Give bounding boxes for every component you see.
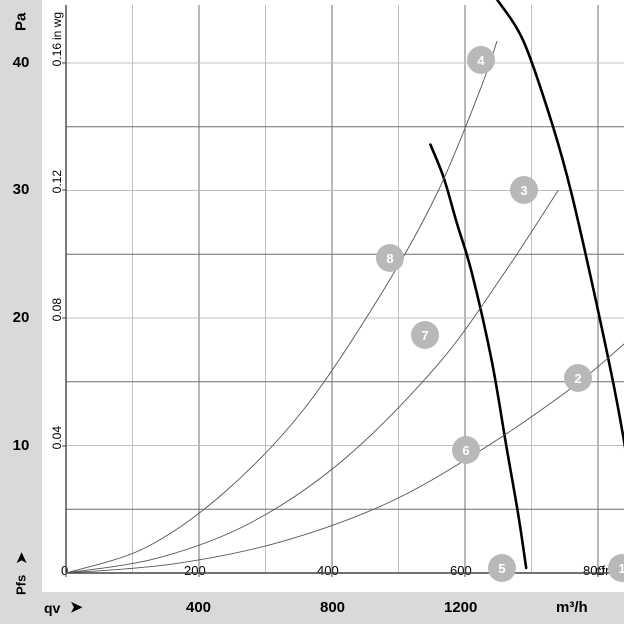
svg-text:7: 7 (421, 328, 428, 343)
m3h-unit-label: m³/h (556, 599, 588, 616)
cfm-tick-200: 200 (184, 563, 206, 578)
grid-layer (62, 5, 624, 577)
m3h-tick-800: 800 (320, 599, 346, 616)
svg-text:5: 5 (498, 561, 505, 576)
curve-system-curve-upper (65, 40, 498, 574)
marker-layer: 1 2 3 4 5 6 7 8 (376, 46, 624, 582)
pa-tick-10: 10 (12, 437, 30, 454)
svg-text:6: 6 (462, 443, 469, 458)
m3h-tick-1200: 1200 (444, 599, 478, 616)
pa-tick-20: 20 (12, 309, 30, 326)
marker-4[interactable]: 4 (467, 46, 495, 74)
cfm-tick-800: 800 (583, 563, 605, 578)
svg-text:4: 4 (477, 53, 485, 68)
bottom-axis-band (0, 592, 624, 624)
pa-tick-30: 30 (12, 181, 30, 198)
curve-fan-curve-speed-low (429, 143, 528, 570)
marker-8[interactable]: 8 (376, 244, 404, 272)
curve-layer (65, 0, 624, 574)
svg-text:1: 1 (618, 561, 624, 576)
cfm-tick-0: 0 (61, 563, 69, 578)
svg-text:2: 2 (574, 371, 581, 386)
svg-text:8: 8 (386, 251, 393, 266)
pa-tick-40: 40 (12, 54, 30, 71)
curve-system-curve-middle (65, 190, 559, 574)
marker-7[interactable]: 7 (411, 321, 439, 349)
m3h-tick-400: 400 (186, 599, 212, 616)
qv-symbol-label: qv (44, 600, 61, 616)
curve-fan-curve-speed-high (495, 0, 624, 449)
marker-6[interactable]: 6 (452, 436, 480, 464)
marker-3[interactable]: 3 (510, 176, 538, 204)
cfm-tick-600: 600 (450, 563, 472, 578)
cfm-tick-400: 400 (317, 563, 339, 578)
marker-1[interactable]: 1 (608, 554, 624, 582)
left-axis-band (0, 0, 42, 592)
qv-arrow-icon: ➤ (70, 599, 83, 616)
marker-5[interactable]: 5 (488, 554, 516, 582)
curve-system-curve-lower (65, 343, 624, 574)
marker-2[interactable]: 2 (564, 364, 592, 392)
svg-text:3: 3 (520, 183, 527, 198)
